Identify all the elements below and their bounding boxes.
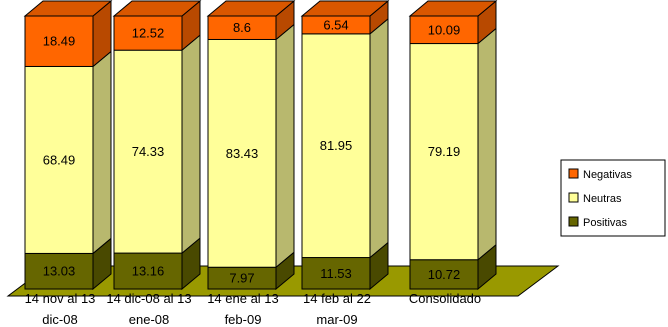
value-label-1-neutras: 68.49 [43, 152, 76, 167]
category-label-1: 14 nov al 13 dic-08 [25, 291, 96, 327]
bar-2-neutras-side [181, 34, 201, 255]
category-label-2: 14 dic-08 al 13 ene-08 [106, 291, 191, 327]
value-label-4-neutras: 81.95 [320, 138, 353, 153]
bars-group [23, 0, 498, 291]
bar-1-neutras-side [92, 50, 112, 255]
value-label-3-negativas: 8.6 [233, 20, 251, 35]
category-labels-group: 14 nov al 13 dic-08 14 dic-08 al 13 ene-08 1… [25, 291, 482, 327]
legend-label-positivas: Positivas [583, 217, 628, 229]
value-label-2-neutras: 74.33 [132, 144, 165, 159]
bar-3-neutras [207, 38, 277, 268]
value-label-1-negativas: 18.49 [43, 34, 76, 49]
value-label-1-positivas: 13.03 [43, 264, 76, 279]
value-label-5-positivas: 10.72 [428, 267, 461, 282]
bar-5-neutras [409, 43, 479, 261]
value-label-5-negativas: 10.09 [428, 22, 461, 37]
bar-2-neutras [113, 49, 183, 254]
category-label-4: 14 feb al 22 mar-09 [303, 291, 371, 327]
value-label-2-positivas: 13.16 [132, 264, 165, 279]
legend: Negativas Neutras Positivas [560, 159, 666, 237]
bar-3-negativas [207, 15, 277, 40]
bar-2-negativas [113, 15, 183, 51]
data-labels-group: 13.03 68.49 18.49 13.16 74.33 12.52 7.97 83.43 8… [43, 17, 461, 285]
value-label-4-positivas: 11.53 [320, 266, 352, 281]
bar-3-neutras-side [275, 23, 295, 269]
value-label-3-neutras: 83.43 [226, 146, 259, 161]
value-label-2-negativas: 12.52 [132, 26, 165, 41]
legend-swatch-negativas [568, 168, 579, 179]
bar-5-negativas [409, 15, 479, 45]
bar-5-positivas [409, 259, 479, 290]
bar-1-negativas [24, 15, 94, 67]
value-label-3-positivas: 7.97 [229, 271, 254, 286]
category-label-3: 14 ene al 13 feb-09 [207, 291, 279, 327]
category-label-5: Consolidado [409, 291, 481, 306]
bar-4-neutras-side [369, 17, 389, 259]
legend-label-negativas: Negativas [583, 169, 632, 181]
bar-1-positivas [24, 252, 94, 290]
bar-4-neutras [301, 33, 371, 259]
legend-swatch-neutras [568, 192, 579, 203]
bar-4-negativas [301, 15, 371, 35]
value-label-4-negativas: 6.54 [323, 17, 348, 32]
legend-swatch-positivas [568, 216, 579, 227]
value-label-5-neutras: 79.19 [428, 144, 461, 159]
bar-5-neutras-side [477, 27, 497, 261]
legend-label-neutras: Neutras [583, 193, 622, 205]
